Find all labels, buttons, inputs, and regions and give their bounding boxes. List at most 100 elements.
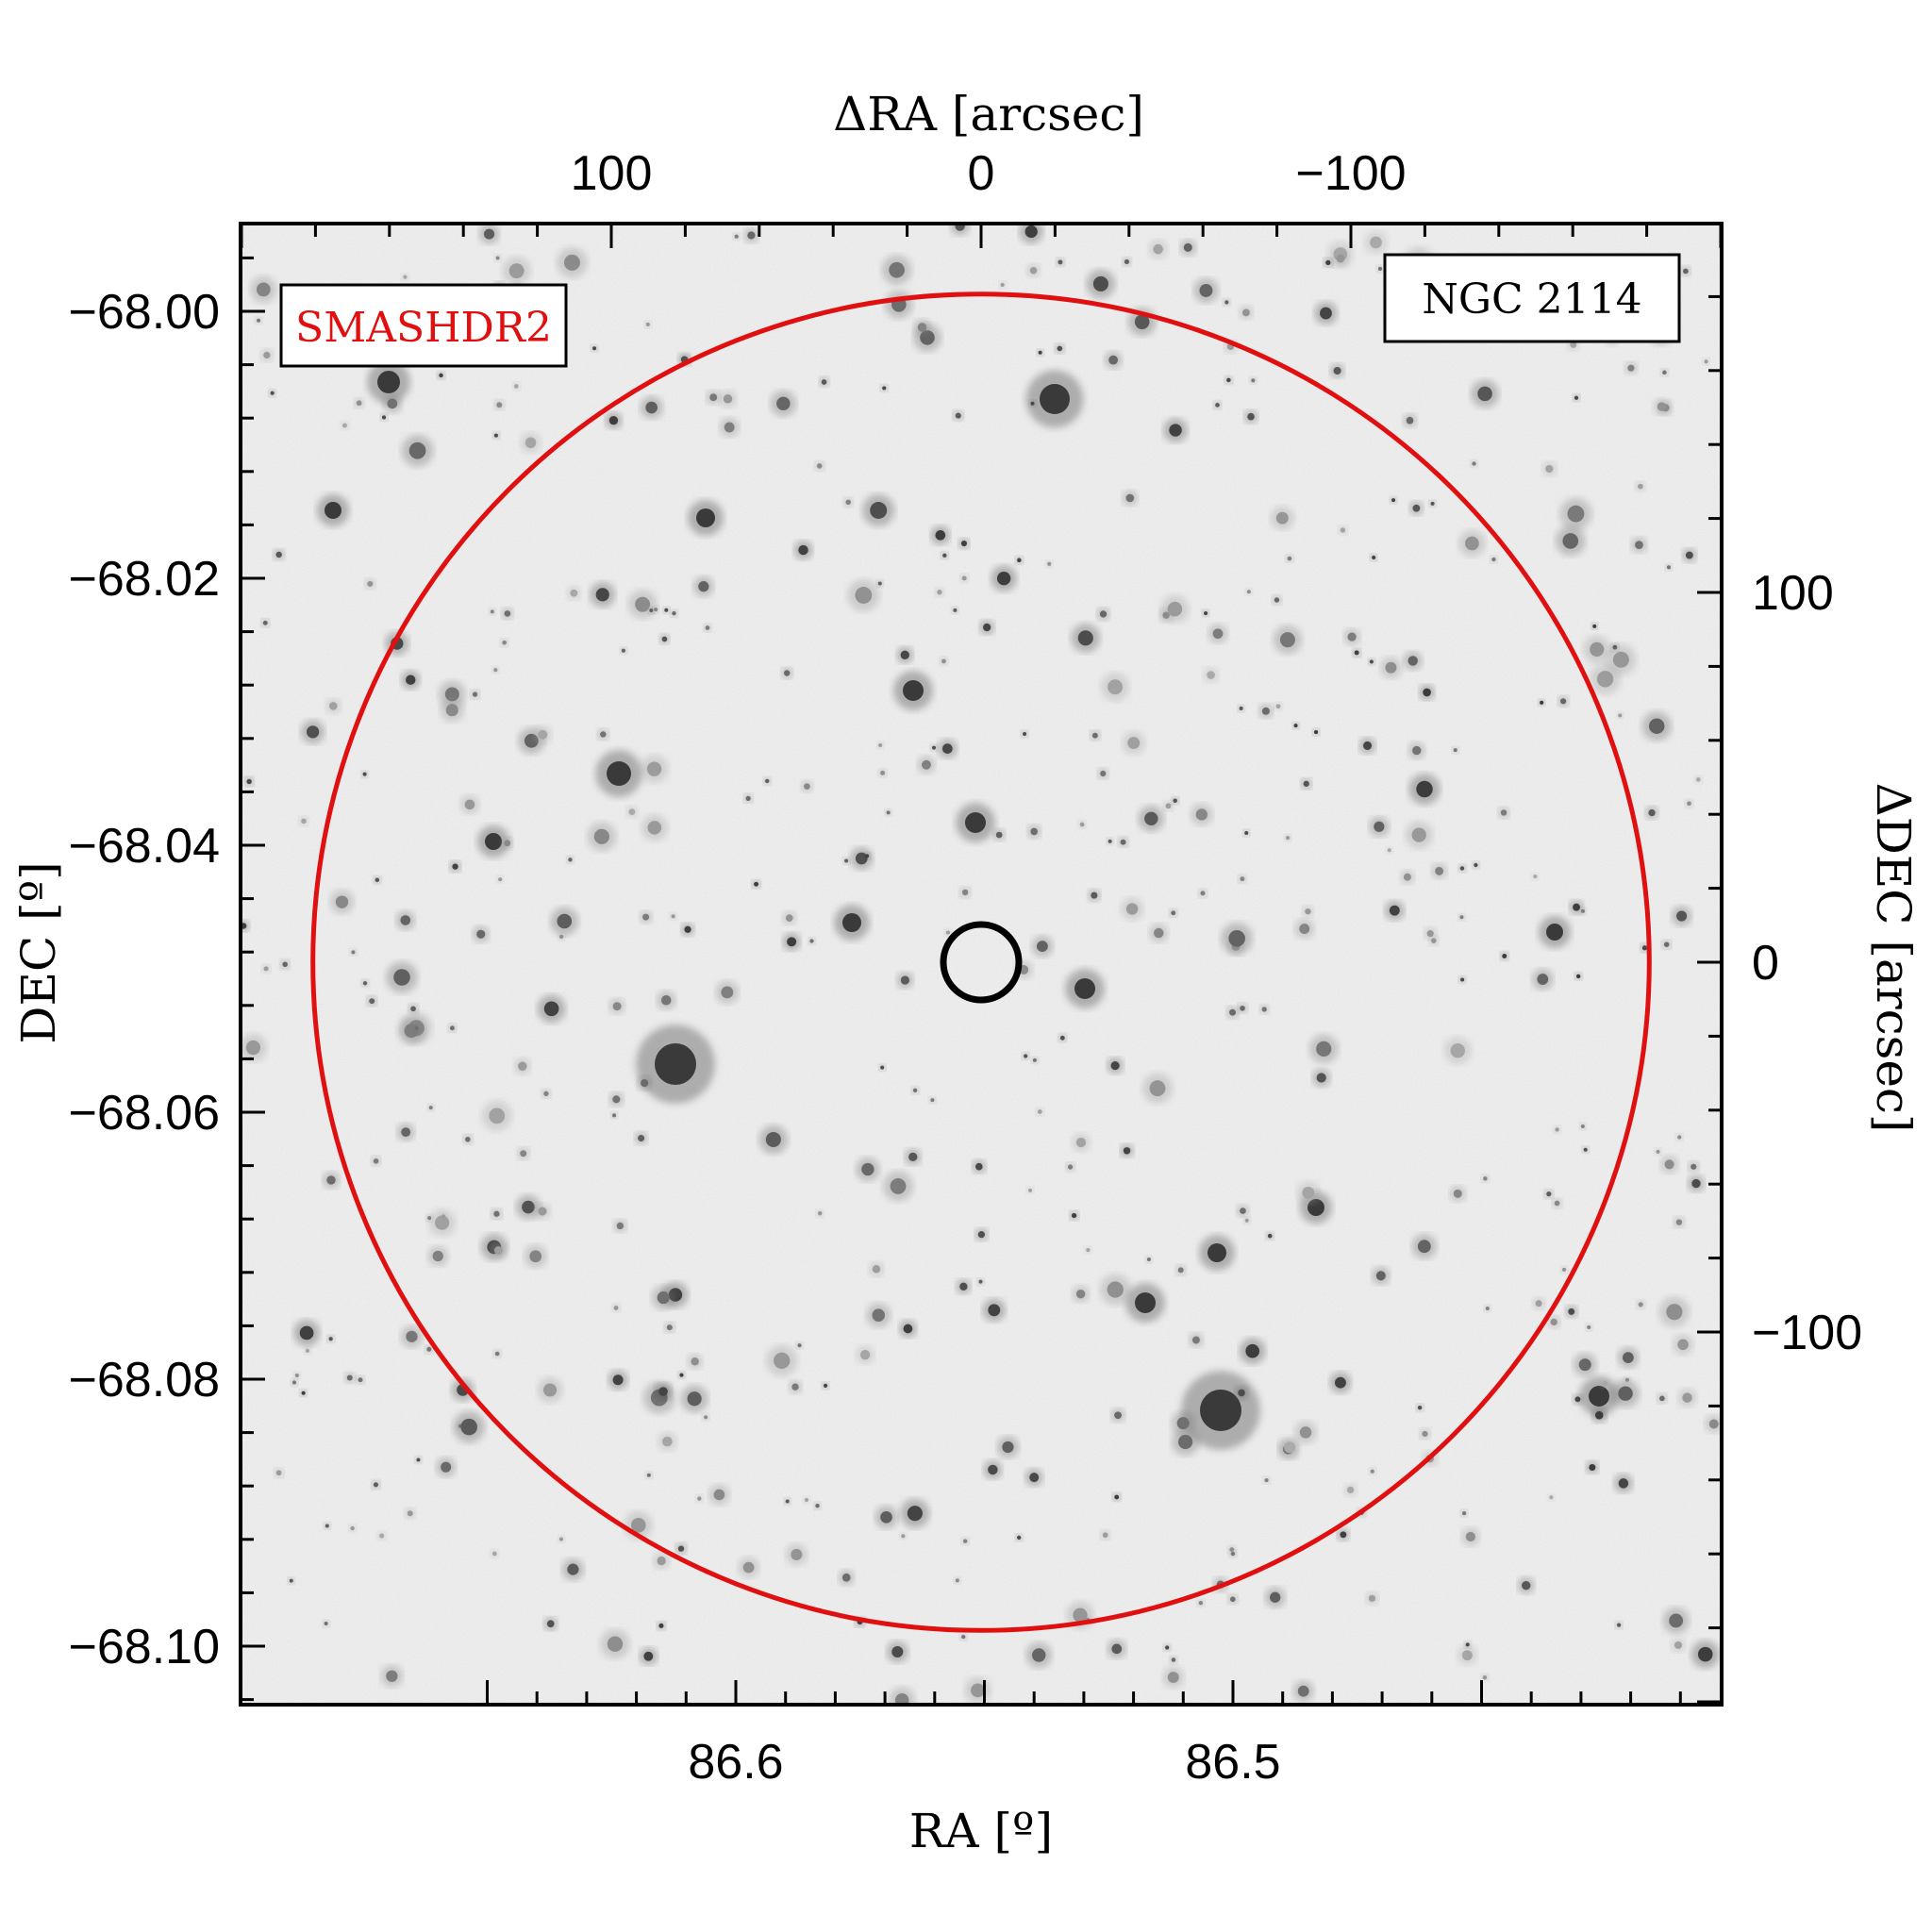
star — [1675, 1219, 1683, 1225]
star — [1246, 590, 1251, 594]
star — [546, 1620, 555, 1628]
star — [1334, 1376, 1346, 1389]
star — [1125, 493, 1135, 503]
star — [1198, 1601, 1204, 1606]
star — [1340, 1531, 1347, 1539]
star — [1649, 718, 1665, 734]
star — [886, 810, 891, 815]
star — [1560, 698, 1567, 705]
star — [1385, 661, 1397, 674]
star — [1549, 1495, 1554, 1500]
star — [1135, 1292, 1156, 1313]
star — [1674, 1641, 1682, 1649]
star — [1573, 903, 1581, 911]
star — [1555, 1127, 1559, 1132]
star — [1075, 1137, 1087, 1148]
star — [1474, 862, 1478, 868]
star — [1459, 866, 1465, 871]
star — [1374, 821, 1385, 832]
star — [1677, 1339, 1689, 1351]
star — [416, 1457, 421, 1462]
star — [1370, 1469, 1374, 1474]
star — [1244, 830, 1249, 835]
star — [1191, 1336, 1200, 1344]
star — [1574, 1396, 1581, 1403]
star — [661, 636, 668, 642]
star — [1146, 1257, 1151, 1262]
star — [1176, 1417, 1190, 1430]
star — [903, 680, 924, 701]
star — [1578, 1358, 1591, 1372]
star — [1091, 891, 1098, 899]
star — [1387, 848, 1391, 853]
star — [890, 1178, 907, 1194]
star — [679, 1373, 684, 1377]
star — [1583, 1147, 1588, 1152]
star — [1169, 424, 1182, 437]
dec-tick-label: −68.00 — [69, 285, 221, 340]
star — [734, 234, 739, 239]
star — [441, 1214, 446, 1219]
star — [1377, 266, 1383, 272]
star — [1546, 1191, 1552, 1197]
star — [1422, 1430, 1428, 1438]
star — [935, 530, 946, 541]
star — [494, 1351, 500, 1357]
star — [1171, 910, 1176, 916]
star — [1336, 254, 1345, 263]
star — [408, 441, 426, 459]
star — [1245, 1343, 1260, 1358]
star — [1299, 924, 1310, 934]
star — [525, 437, 537, 449]
star — [696, 508, 715, 527]
star — [1485, 1307, 1490, 1311]
star — [612, 1002, 622, 1011]
star — [362, 981, 368, 986]
star — [558, 1537, 563, 1541]
star — [643, 1651, 654, 1661]
star — [955, 412, 961, 419]
star — [432, 1250, 443, 1262]
star — [1261, 707, 1270, 715]
star — [1589, 1386, 1609, 1407]
star — [709, 393, 718, 402]
right-axis-tick-labels: 100 0 −100 — [1752, 566, 1862, 1360]
star — [1375, 1271, 1386, 1281]
star — [1406, 416, 1414, 425]
star — [791, 1383, 799, 1391]
star — [607, 1636, 624, 1652]
star — [563, 254, 580, 271]
top-axis-title: ΔRA [arcsec] — [833, 87, 1144, 142]
star — [959, 1282, 968, 1291]
star — [1299, 1426, 1312, 1439]
star — [672, 610, 676, 616]
star-field — [241, 224, 1722, 1705]
star — [900, 975, 910, 985]
star — [1546, 924, 1563, 941]
star — [922, 759, 931, 770]
star — [263, 351, 271, 359]
star — [1704, 359, 1708, 364]
star — [1459, 915, 1464, 920]
star — [326, 1175, 336, 1185]
star — [1592, 624, 1597, 628]
star — [823, 1383, 828, 1389]
star — [305, 1348, 310, 1354]
star — [449, 1025, 455, 1031]
delta-ra-tick-label: 100 — [571, 146, 653, 201]
star — [1347, 632, 1357, 641]
star — [1574, 395, 1579, 400]
star — [1535, 1300, 1542, 1307]
star — [1316, 1041, 1332, 1057]
star — [1662, 370, 1667, 375]
star — [1412, 504, 1421, 512]
dec-tick-label: −68.02 — [69, 552, 221, 607]
star — [1107, 1281, 1124, 1298]
star — [351, 950, 356, 955]
star — [1167, 1672, 1179, 1684]
star — [1224, 300, 1229, 305]
star — [1075, 1289, 1086, 1299]
star — [1199, 284, 1213, 297]
star — [1124, 258, 1130, 265]
star — [495, 256, 500, 260]
